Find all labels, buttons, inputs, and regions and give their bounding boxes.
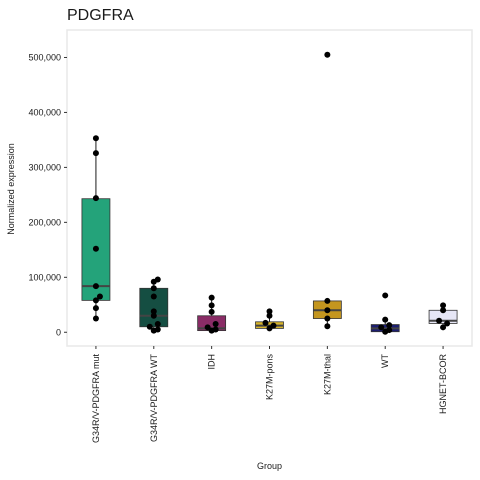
y-tick-label: 0 (56, 327, 61, 337)
data-point (92, 195, 99, 202)
y-tick-label: 500,000 (28, 52, 61, 62)
data-point (440, 302, 447, 309)
x-axis: G34R/V-PDGFRA mut G34R/V-PDGFRA WT IDH K27M… (91, 346, 448, 443)
data-point (150, 293, 157, 300)
data-point (262, 319, 269, 326)
data-point (324, 315, 331, 322)
y-tick-label: 300,000 (28, 162, 61, 172)
data-point (266, 312, 273, 319)
data-point (92, 150, 99, 157)
point-series (92, 51, 451, 335)
data-point (154, 321, 161, 328)
data-point (266, 308, 273, 315)
data-point (382, 292, 389, 299)
data-point (92, 315, 99, 322)
data-point (154, 276, 161, 283)
data-point (208, 302, 215, 309)
data-point (150, 285, 157, 292)
data-point (386, 322, 393, 329)
y-tick-label: 400,000 (28, 107, 61, 117)
data-point (440, 324, 447, 331)
data-point (208, 294, 215, 301)
data-point (386, 327, 393, 334)
data-point (444, 320, 451, 327)
data-point (212, 326, 219, 333)
y-tick-label: 200,000 (28, 217, 61, 227)
data-point (436, 317, 443, 324)
x-tick-label: K27M-thal (322, 354, 332, 395)
data-point (382, 316, 389, 323)
y-axis-title: Normalized expression (6, 143, 16, 235)
y-axis: 0 100,000 200,000 300,000 400,000 500,000 (28, 52, 67, 337)
x-tick-label: G34R/V-PDGFRA WT (149, 353, 159, 442)
x-tick-label: HGNET-BCOR (438, 354, 448, 415)
data-point (92, 245, 99, 252)
y-tick-label: 100,000 (28, 272, 61, 282)
data-point (324, 51, 331, 58)
x-tick-label: IDH (207, 354, 217, 370)
x-axis-title: Group (257, 461, 282, 471)
data-point (96, 293, 103, 300)
data-point (324, 307, 331, 314)
data-point (270, 322, 277, 329)
data-point (208, 308, 215, 315)
x-tick-label: K27M-pons (265, 354, 275, 401)
data-point (212, 321, 219, 328)
data-point (92, 297, 99, 304)
plot-panel (66, 29, 473, 347)
data-point (378, 324, 385, 331)
data-point (324, 297, 331, 304)
data-point (146, 323, 153, 330)
data-point (92, 283, 99, 290)
data-point (150, 312, 157, 319)
data-point (150, 308, 157, 315)
data-point (92, 305, 99, 312)
data-point (154, 326, 161, 333)
data-point (92, 135, 99, 142)
x-tick-label: WT (380, 354, 390, 368)
data-point (324, 323, 331, 330)
data-point (440, 307, 447, 314)
chart-title: PDGFRA (67, 7, 134, 24)
x-tick-label: G34R/V-PDGFRA mut (91, 354, 101, 444)
data-point (204, 324, 211, 331)
